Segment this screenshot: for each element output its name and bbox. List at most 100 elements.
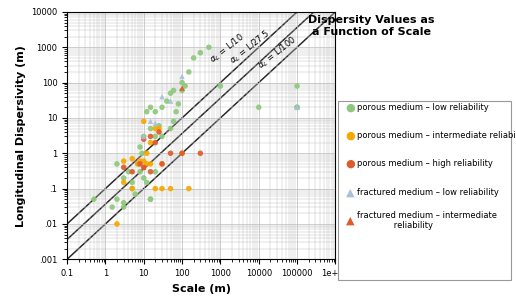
fractured medium – intermediate
reliability xyxy=(178,86,186,91)
Text: porous medium – intermediate reliability: porous medium – intermediate reliability xyxy=(357,131,516,140)
fractured medium – low reliability xyxy=(166,99,174,103)
fractured medium – low reliability xyxy=(293,105,301,110)
porous medium – high reliability xyxy=(147,134,155,139)
porous medium – low reliability xyxy=(174,102,183,106)
porous medium – low reliability xyxy=(120,205,128,209)
porous medium – low reliability xyxy=(181,84,189,89)
porous medium – low reliability xyxy=(172,109,180,114)
porous medium – low reliability xyxy=(136,169,144,174)
porous medium – low reliability xyxy=(216,84,224,89)
porous medium – low reliability xyxy=(151,169,159,174)
porous medium – low reliability xyxy=(293,84,301,89)
porous medium – intermediate reliability xyxy=(142,151,151,156)
porous medium – intermediate reliability xyxy=(147,162,155,166)
Text: $\alpha_L$ = L/27.5: $\alpha_L$ = L/27.5 xyxy=(227,27,273,67)
porous medium – intermediate reliability xyxy=(185,186,193,191)
porous medium – high reliability xyxy=(151,140,159,145)
porous medium – high reliability xyxy=(120,165,128,170)
porous medium – intermediate reliability xyxy=(120,159,128,164)
porous medium – low reliability xyxy=(196,50,204,55)
porous medium – low reliability xyxy=(293,105,301,110)
porous medium – low reliability xyxy=(131,192,139,196)
Text: $\alpha_L$ = L/10: $\alpha_L$ = L/10 xyxy=(207,31,247,66)
porous medium – low reliability xyxy=(128,180,136,185)
porous medium – low reliability xyxy=(163,99,171,103)
porous medium – low reliability xyxy=(158,105,166,110)
porous medium – high reliability xyxy=(178,151,186,156)
porous medium – intermediate reliability xyxy=(142,162,151,166)
porous medium – low reliability xyxy=(142,109,151,114)
X-axis label: Scale (m): Scale (m) xyxy=(172,283,231,294)
porous medium – low reliability xyxy=(140,176,148,180)
porous medium – intermediate reliability xyxy=(128,186,136,191)
porous medium – low reliability xyxy=(151,109,159,114)
porous medium – low reliability xyxy=(120,176,128,180)
porous medium – low reliability xyxy=(113,197,121,202)
porous medium – high reliability xyxy=(155,130,163,134)
fractured medium – low reliability xyxy=(293,105,301,110)
porous medium – intermediate reliability xyxy=(140,159,148,164)
porous medium – intermediate reliability xyxy=(134,162,142,166)
porous medium – high reliability xyxy=(140,137,148,142)
porous medium – high reliability xyxy=(158,162,166,166)
porous medium – low reliability xyxy=(128,186,136,191)
porous medium – low reliability xyxy=(147,197,155,202)
Text: ▲: ▲ xyxy=(346,187,354,197)
Text: porous medium – high reliability: porous medium – high reliability xyxy=(357,159,493,168)
porous medium – low reliability xyxy=(166,126,174,131)
fractured medium – low reliability xyxy=(158,94,166,99)
porous medium – low reliability xyxy=(151,134,159,139)
porous medium – low reliability xyxy=(158,134,166,139)
porous medium – low reliability xyxy=(120,200,128,205)
porous medium – intermediate reliability xyxy=(155,126,163,131)
porous medium – intermediate reliability xyxy=(147,140,155,145)
porous medium – low reliability xyxy=(166,91,174,96)
Text: ●: ● xyxy=(345,102,354,112)
porous medium – low reliability xyxy=(189,55,198,60)
porous medium – low reliability xyxy=(108,205,116,209)
porous medium – low reliability xyxy=(147,105,155,110)
porous medium – intermediate reliability xyxy=(158,162,166,166)
fractured medium – low reliability xyxy=(147,119,155,124)
Text: fractured medium – low reliability: fractured medium – low reliability xyxy=(357,188,499,197)
porous medium – high reliability xyxy=(140,165,148,170)
Text: ●: ● xyxy=(345,159,354,169)
Text: ▲: ▲ xyxy=(346,215,354,226)
Text: fractured medium – intermediate
              reliability: fractured medium – intermediate reliabil… xyxy=(357,211,497,230)
fractured medium – intermediate
reliability xyxy=(140,165,148,170)
porous medium – low reliability xyxy=(147,126,155,131)
porous medium – intermediate reliability xyxy=(178,151,186,156)
porous medium – intermediate reliability xyxy=(140,119,148,124)
porous medium – low reliability xyxy=(185,69,193,74)
porous medium – low reliability xyxy=(169,88,178,93)
porous medium – low reliability xyxy=(113,162,121,166)
porous medium – low reliability xyxy=(124,169,133,174)
fractured medium – low reliability xyxy=(151,121,159,126)
porous medium – intermediate reliability xyxy=(128,156,136,161)
fractured medium – low reliability xyxy=(140,134,148,139)
porous medium – high reliability xyxy=(166,151,174,156)
Text: $\alpha_L$ = L/100: $\alpha_L$ = L/100 xyxy=(255,34,299,72)
porous medium – low reliability xyxy=(142,180,151,185)
Text: porous medium – low reliability: porous medium – low reliability xyxy=(357,103,489,112)
porous medium – intermediate reliability xyxy=(136,159,144,164)
fractured medium – low reliability xyxy=(178,74,186,79)
porous medium – low reliability xyxy=(254,105,263,110)
porous medium – intermediate reliability xyxy=(166,186,174,191)
porous medium – high reliability xyxy=(136,162,144,166)
porous medium – low reliability xyxy=(178,80,186,85)
porous medium – high reliability xyxy=(147,169,155,174)
porous medium – low reliability xyxy=(138,151,146,156)
porous medium – intermediate reliability xyxy=(151,126,159,131)
porous medium – low reliability xyxy=(136,145,144,149)
porous medium – low reliability xyxy=(205,45,213,50)
Y-axis label: Longitudinal Dispersivity (m): Longitudinal Dispersivity (m) xyxy=(15,45,26,226)
porous medium – low reliability xyxy=(134,162,142,166)
porous medium – high reliability xyxy=(128,169,136,174)
porous medium – intermediate reliability xyxy=(113,221,121,226)
Text: Dispersity Values as
a Function of Scale: Dispersity Values as a Function of Scale xyxy=(308,15,435,36)
porous medium – low reliability xyxy=(293,105,301,110)
Text: ●: ● xyxy=(345,131,354,141)
porous medium – intermediate reliability xyxy=(151,186,159,191)
porous medium – low reliability xyxy=(155,123,163,128)
